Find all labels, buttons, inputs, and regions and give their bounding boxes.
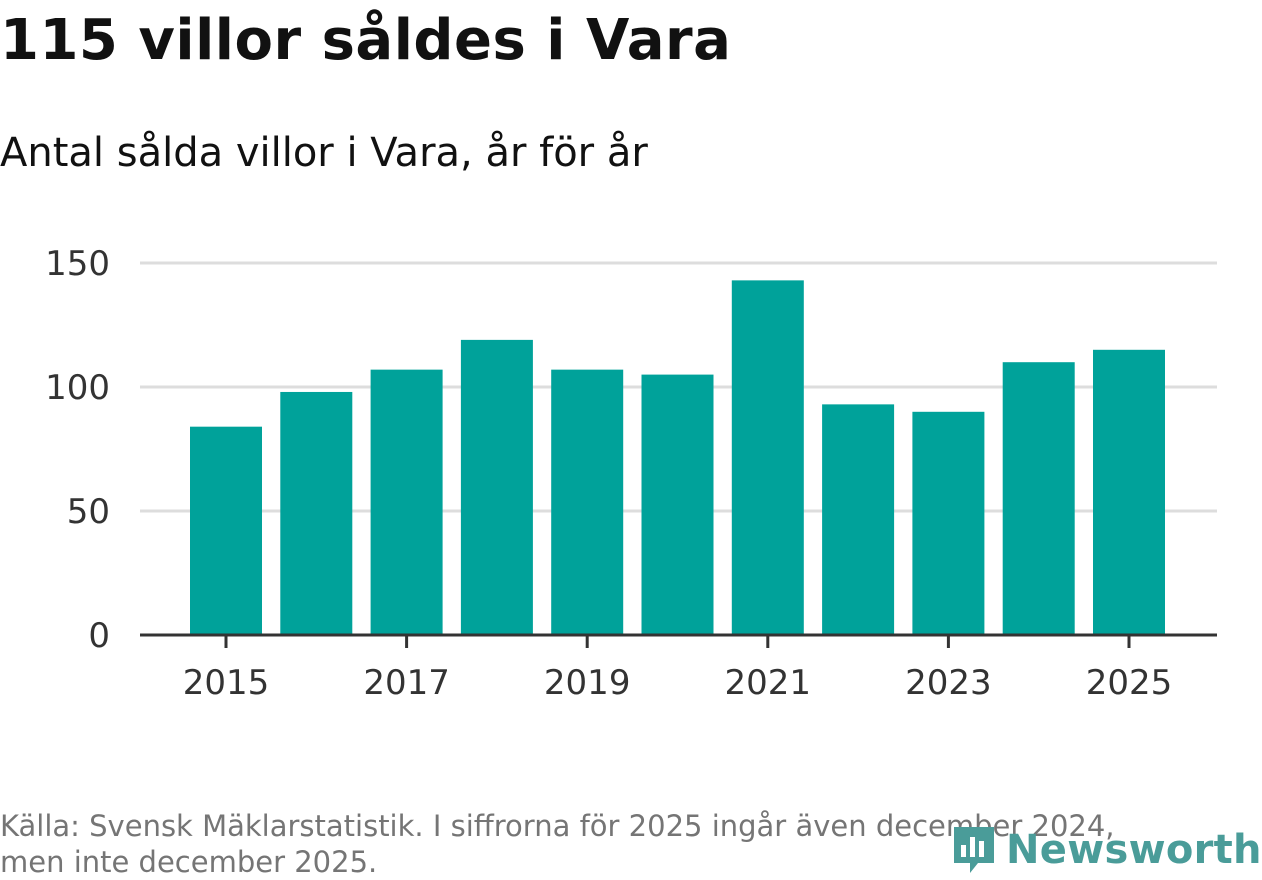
y-tick-label-150: 150 xyxy=(45,244,110,284)
bar-2020: 2020: 105 xyxy=(641,374,714,635)
y-tick-label-100: 100 xyxy=(45,368,110,408)
logo-text: Newsworthy xyxy=(1006,827,1262,873)
bar-2021: 2021: 143 xyxy=(731,280,804,635)
newsworthy-logo: Newsworthy xyxy=(950,822,1262,878)
x-tick-label-2017: 2017 xyxy=(363,663,450,703)
bar-2017: 2017: 107 xyxy=(370,369,443,635)
x-tick-label-2019: 2019 xyxy=(544,663,631,703)
bar-chart-icon xyxy=(954,827,994,873)
y-axis-tick-labels: 0 50 100 150 xyxy=(45,244,110,656)
bar-2022: 2022: 93 xyxy=(822,404,895,635)
x-axis-ticks: 2015 2017 2019 2021 2023 2025 xyxy=(183,635,1173,703)
chart-title: 115 villor såldes i Vara xyxy=(0,8,732,73)
bar-2024: 2024: 110 xyxy=(1002,362,1075,635)
bar-2018: 2018: 119 xyxy=(460,339,533,635)
source-line-2: men inte december 2025. xyxy=(0,845,378,879)
source-note: Källa: Svensk Mäklarstatistik. I siffror… xyxy=(0,808,1200,880)
chart-subtitle: Antal sålda villor i Vara, år för år xyxy=(0,130,648,176)
bar-2015: 2015: 84 xyxy=(190,426,262,635)
y-tick-label-0: 0 xyxy=(88,616,110,656)
y-tick-label-50: 50 xyxy=(67,492,110,532)
source-line-1: Källa: Svensk Mäklarstatistik. I siffror… xyxy=(0,809,1115,843)
x-tick-label-2025: 2025 xyxy=(1086,663,1173,703)
bars: 2015: 842016: 982017: 1072018: 1192019: … xyxy=(190,280,1165,635)
x-tick-label-2015: 2015 xyxy=(183,663,270,703)
x-tick-label-2021: 2021 xyxy=(725,663,812,703)
bar-2025: 2025: 115 xyxy=(1093,349,1165,635)
bar-2023: 2023: 90 xyxy=(912,411,985,635)
x-tick-label-2023: 2023 xyxy=(905,663,992,703)
bar-2019: 2019: 107 xyxy=(551,369,624,635)
bar-2016: 2016: 98 xyxy=(280,391,353,635)
